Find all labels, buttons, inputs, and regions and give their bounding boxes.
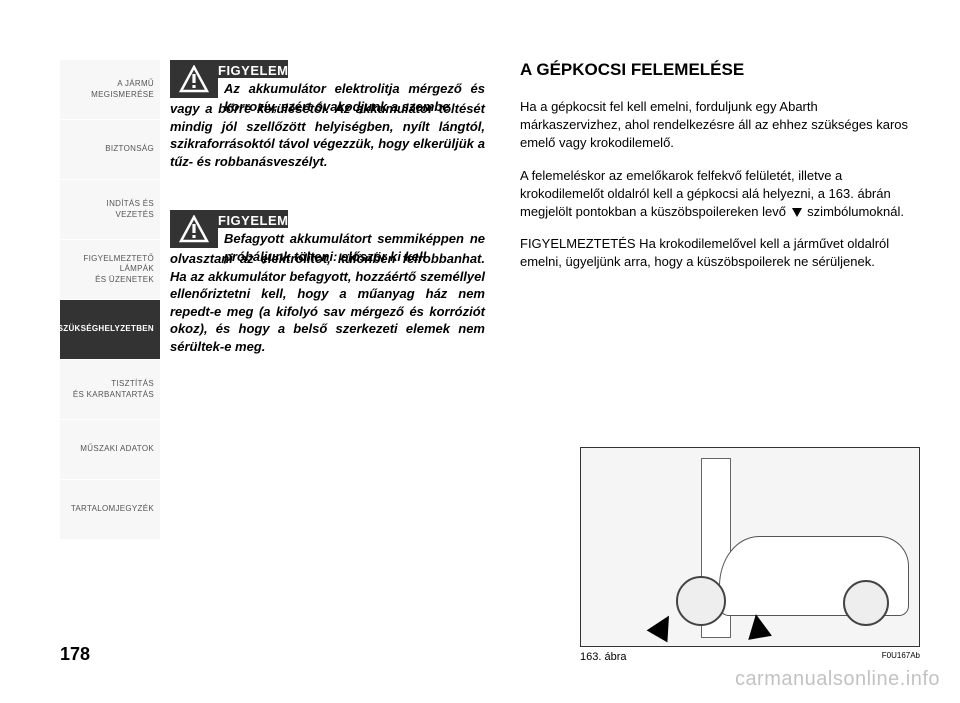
page-number: 178 [60,644,90,665]
lift-point-arrow-icon [744,612,772,640]
wheel-illustration [843,580,889,626]
sidebar-item-techdata[interactable]: MŰSZAKI ADATOK [60,420,160,480]
lift-point-arrow-icon [647,610,680,643]
triangle-down-icon [792,208,802,217]
warning-triangle-icon [170,60,218,98]
left-column: FIGYELEM Az akkumulátor elektrolitja mér… [160,60,510,663]
sidebar-item-emergency[interactable]: SZÜKSÉGHELYZETBEN [60,300,160,360]
right-column: A GÉPKOCSI FELEMELÉSE Ha a gépkocsit fel… [510,60,920,663]
paragraph: FIGYELMEZTETÉS Ha krokodilemelővel kell … [520,235,920,271]
warning-header: FIGYELEM Az akkumulátor elektrolitja mér… [170,60,485,98]
sidebar-item-safety[interactable]: BIZTONSÁG [60,120,160,180]
sidebar-item-vehicle[interactable]: A JÁRMŰMEGISMERÉSE [60,60,160,120]
paragraph: A felemeléskor az emelőkarok felfekvő fe… [520,167,920,222]
warning-box-1: FIGYELEM Az akkumulátor elektrolitja mér… [170,60,485,170]
figure-image [580,447,920,647]
warning-header: FIGYELEM Befagyott akkumulátort semmikép… [170,210,485,248]
sidebar-item-starting[interactable]: INDÍTÁS ÉS VEZETÉS [60,180,160,240]
sidebar-item-warnings[interactable]: FIGYELMEZTETŐLÁMPÁKÉS ÜZENETEK [60,240,160,300]
paragraph: Ha a gépkocsit fel kell emelni, fordulju… [520,98,920,153]
warning-triangle-icon [170,210,218,248]
sidebar-item-index[interactable]: TARTALOMJEGYZÉK [60,480,160,540]
figure-caption: 163. ábra [580,651,626,663]
sidebar-nav: A JÁRMŰMEGISMERÉSE BIZTONSÁG INDÍTÁS ÉS … [60,60,160,663]
figure-163: 163. ábra F0U167Ab [580,447,920,663]
sidebar-item-maintenance[interactable]: TISZTÍTÁSÉS KARBANTARTÁS [60,360,160,420]
figure-caption-row: 163. ábra F0U167Ab [580,651,920,663]
warning-title: FIGYELEM [218,60,288,78]
warning-box-2: FIGYELEM Befagyott akkumulátort semmikép… [170,210,485,355]
warning-body: olvasztani az elektrolitot, különben fel… [170,250,485,355]
page: A JÁRMŰMEGISMERÉSE BIZTONSÁG INDÍTÁS ÉS … [0,0,960,703]
paragraph-text: A felemeléskor az emelőkarok felfekvő fe… [520,168,904,219]
figure-code: F0U167Ab [882,651,920,663]
wheel-illustration [676,576,726,626]
warning-body: vagy a bőrre kerülésétől. Az akkumulátor… [170,100,485,170]
section-title: A GÉPKOCSI FELEMELÉSE [520,60,920,80]
warning-title: FIGYELEM [218,210,288,228]
